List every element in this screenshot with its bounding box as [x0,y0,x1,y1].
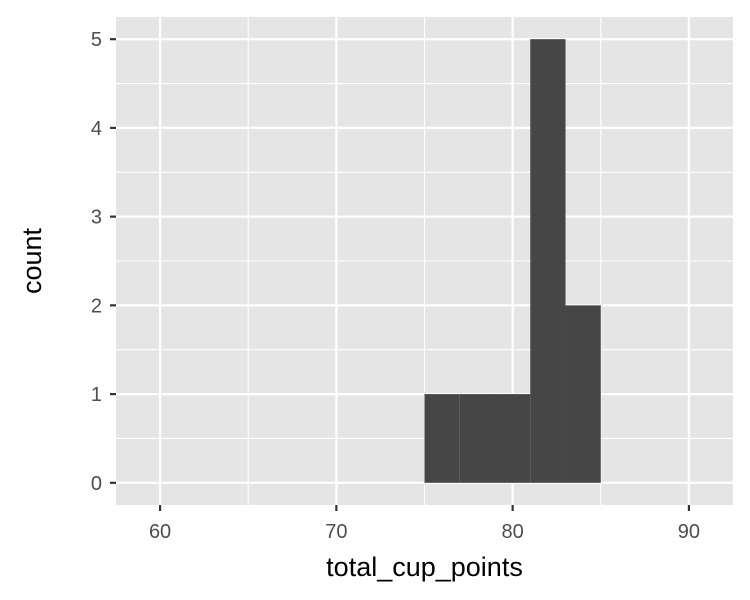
histogram-bar [495,394,531,483]
y-tick-label: 2 [91,295,102,317]
x-tick-label: 70 [325,521,347,543]
y-tick-label: 5 [91,29,102,51]
histogram-bar [530,39,566,483]
y-axis-ticks: 0 1 2 3 4 5 [91,29,116,495]
y-tick-label: 0 [91,473,102,495]
histogram-bars [424,39,601,483]
x-tick-label: 80 [502,521,524,543]
histogram-bar [459,394,496,483]
y-tick-label: 4 [91,118,102,140]
minor-gridlines [116,17,733,505]
histogram-bar [424,394,460,483]
y-tick-label: 1 [91,384,102,406]
x-axis-title: total_cup_points [326,552,523,582]
x-tick-label: 90 [678,521,700,543]
x-axis-ticks: 60 70 80 90 [149,505,700,543]
histogram-bar [565,305,601,483]
y-axis-title: count [17,227,47,294]
y-tick-label: 3 [91,207,102,229]
x-tick-label: 60 [149,521,171,543]
